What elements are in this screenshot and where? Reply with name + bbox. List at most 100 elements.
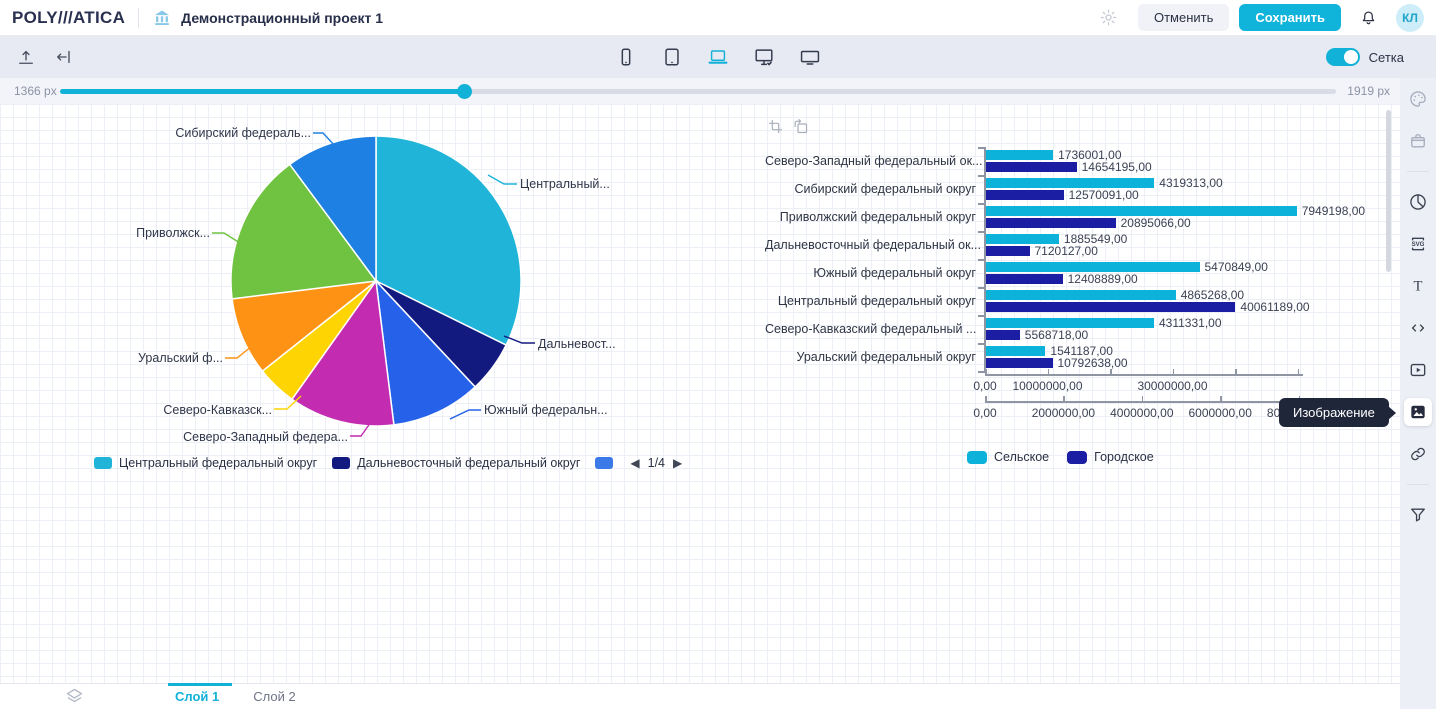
grid-toggle-label: Сетка	[1368, 49, 1404, 65]
x-axis-tick-label: 6000000,00	[1188, 406, 1252, 420]
filter-icon[interactable]	[1404, 501, 1432, 529]
x-axis-tick-label: 30000000,00	[1137, 379, 1208, 393]
cancel-button[interactable]: Отменить	[1137, 4, 1230, 31]
y-axis-tick	[978, 231, 985, 233]
bar-rural[interactable]	[985, 290, 1176, 300]
bar-chart-widget[interactable]: Северо-Западный федеральный ок... 1736001…	[765, 113, 1385, 493]
phone-preview-icon[interactable]	[615, 46, 637, 68]
canvas-scrollbar[interactable]	[1386, 110, 1391, 272]
bar-rural[interactable]	[985, 346, 1046, 356]
pie-chart-icon[interactable]	[1404, 188, 1432, 216]
legend-swatch	[332, 457, 351, 469]
sidebar-divider	[1407, 171, 1429, 172]
bar-value-label: 1885549,00	[1063, 231, 1128, 246]
tv-preview-icon[interactable]	[799, 46, 821, 68]
bar-value-label: 7949198,00	[1301, 203, 1366, 218]
align-left-icon[interactable]	[54, 47, 74, 67]
dashboard-canvas[interactable]: Сибирский федераль... Центральный... Приво…	[0, 104, 1400, 683]
bar-category-label: Северо-Кавказский федеральный ...	[765, 322, 977, 336]
y-axis-tick	[978, 147, 985, 149]
bar-chart-row: Южный федеральный округ 5470849,00 1240888…	[765, 259, 1385, 287]
legend-item: Центральный федеральный округ	[94, 456, 317, 470]
bar-value-label: 5470849,00	[1204, 259, 1268, 274]
bar-rural[interactable]	[985, 206, 1297, 216]
bar-value-label: 4319313,00	[1159, 175, 1223, 190]
upload-icon[interactable]	[16, 47, 36, 67]
notifications-bell-icon[interactable]	[1359, 8, 1378, 27]
legend-swatch	[1067, 450, 1088, 464]
image-icon[interactable]	[1404, 398, 1432, 426]
bar-chart-row: Дальневосточный федеральный ок... 1885549…	[765, 231, 1385, 259]
case-icon[interactable]	[1404, 127, 1432, 155]
bar-rural[interactable]	[985, 234, 1059, 244]
bar-urban[interactable]	[985, 218, 1116, 228]
width-slider[interactable]	[60, 84, 1336, 99]
laptop-preview-icon[interactable]	[707, 46, 729, 68]
bar-urban[interactable]	[985, 162, 1077, 172]
bar-rural[interactable]	[985, 150, 1054, 160]
bar-rural[interactable]	[985, 262, 1200, 272]
legend-prev-button[interactable]: ◀	[630, 456, 640, 470]
svg-text:T: T	[1414, 279, 1423, 295]
pie-slice[interactable]	[290, 278, 395, 427]
svg-icon[interactable]: SVG	[1404, 230, 1432, 258]
save-button[interactable]: Сохранить	[1239, 4, 1341, 31]
bar-chart-row: Сибирский федеральный округ 4319313,00 125…	[765, 175, 1385, 203]
bar-chart-row: Северо-Кавказский федеральный ... 4311331…	[765, 315, 1385, 343]
pie-callout-label: Северо-Кавказск...	[163, 403, 272, 417]
legend-swatch	[595, 457, 614, 469]
code-icon[interactable]	[1404, 314, 1432, 342]
bar-urban[interactable]	[985, 358, 1053, 368]
pie-slice[interactable]	[375, 135, 522, 347]
bar-rural[interactable]	[985, 178, 1155, 188]
project-title: Демонстрационный проект 1	[181, 9, 384, 26]
crop-icon[interactable]	[767, 118, 784, 135]
bar-urban[interactable]	[985, 246, 1030, 256]
pie-slice[interactable]	[374, 278, 477, 426]
legend-item: Сельское	[967, 450, 1049, 464]
layer-tab-1[interactable]: Слой 1	[175, 689, 220, 704]
pie-chart-widget[interactable]: Сибирский федераль... Центральный... Приво…	[90, 112, 682, 482]
bar-value-label: 1736001,00	[1058, 147, 1122, 162]
bar-value-label: 12570091,00	[1068, 187, 1139, 202]
tablet-preview-icon[interactable]	[661, 46, 683, 68]
text-icon[interactable]: T	[1404, 272, 1432, 300]
bar-value-label: 1541187,00	[1050, 343, 1113, 358]
pie-slice[interactable]	[230, 163, 378, 300]
canvas-width-slider-row: 1366 px 1919 px	[0, 78, 1400, 104]
palette-icon[interactable]	[1404, 85, 1432, 113]
bar-rural[interactable]	[985, 318, 1154, 328]
bar-urban[interactable]	[985, 330, 1020, 340]
legend-item: Дальневосточный федеральный округ	[332, 456, 580, 470]
bar-category-label: Дальневосточный федеральный ок...	[765, 238, 981, 252]
header: POLY///ATICA Демонстрационный проект 1 О…	[0, 0, 1436, 36]
bar-urban[interactable]	[985, 190, 1064, 200]
legend-item	[595, 457, 614, 469]
link-icon[interactable]	[1404, 440, 1432, 468]
user-avatar[interactable]: КЛ	[1396, 3, 1424, 32]
bar-value-label: 5568718,00	[1024, 327, 1089, 342]
settings-gear-icon[interactable]	[1099, 8, 1118, 27]
x-axis-tick	[985, 396, 987, 401]
slider-max-label: 1919 px	[1347, 84, 1390, 98]
width-slider-handle[interactable]	[457, 84, 472, 99]
legend-next-button[interactable]: ▶	[673, 456, 683, 470]
x-axis-tick-label: 0,00	[973, 406, 997, 420]
x-axis-tick	[1110, 369, 1112, 374]
polymatica-logo: POLY///ATICA	[12, 7, 126, 27]
rotate-icon[interactable]	[792, 118, 809, 135]
bar-urban[interactable]	[985, 274, 1063, 284]
y-axis-tick	[978, 315, 985, 317]
pie-slice[interactable]	[288, 135, 377, 284]
bar-urban[interactable]	[985, 302, 1236, 312]
desktop-check-preview-icon[interactable]	[753, 46, 775, 68]
grid-toggle[interactable]	[1325, 48, 1360, 66]
legend-label: Центральный федеральный округ	[119, 456, 318, 470]
widget-sidebar: SVG T	[1400, 78, 1436, 709]
layer-tab-2[interactable]: Слой 2	[253, 689, 296, 704]
x-axis-tick	[1047, 369, 1049, 374]
video-icon[interactable]	[1404, 356, 1432, 384]
bar-value-label: 14654195,00	[1081, 159, 1152, 174]
bar-value-label: 4865268,00	[1180, 287, 1245, 302]
bar-value-label: 4311331,00	[1159, 315, 1222, 330]
